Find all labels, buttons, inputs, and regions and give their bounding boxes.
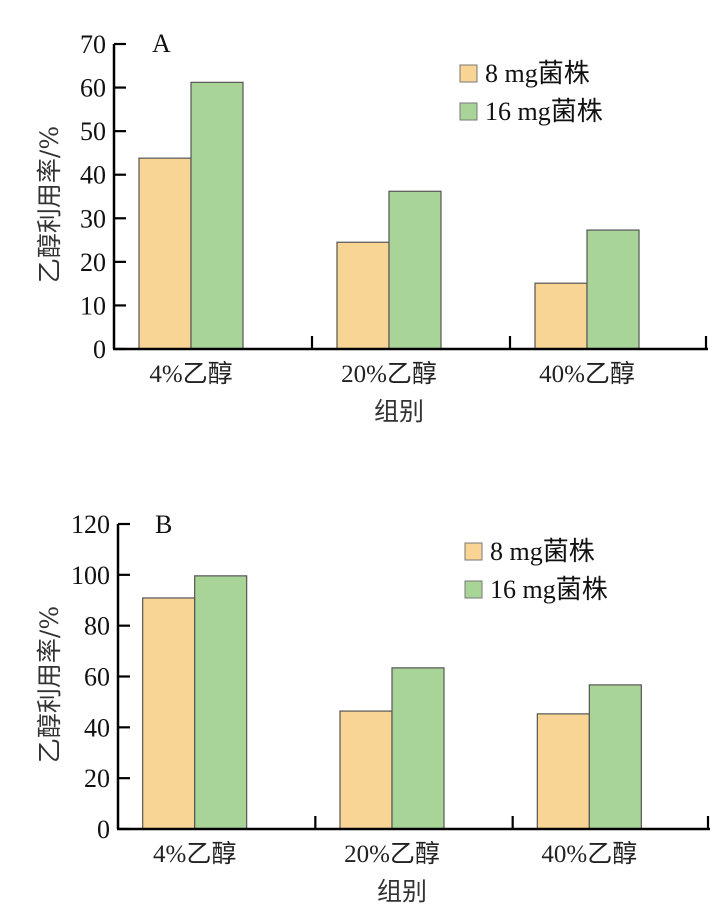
y-tick-label: 40 [80,161,106,190]
bar-8mg-1 [142,597,196,830]
bar-8mg-1 [138,157,192,350]
bar-16mg-1 [194,575,248,830]
y-tick-label: 50 [80,117,106,146]
x-axis-title: 组别 [374,397,424,426]
y-axis-title: 乙醇利用率/% [35,606,64,763]
y-tick-label: 70 [80,30,106,59]
legend-label-8mg: 8 mg菌株 [485,59,590,88]
legend-label-8mg: 8 mg菌株 [490,537,595,566]
legend-swatch-16mg [459,102,478,121]
bar-8mg-2 [336,241,390,350]
bar-8mg-3 [534,282,588,350]
panel-label: B [155,510,172,539]
legend-label-16mg: 16 mg菌株 [490,575,608,604]
legend-swatch-8mg [459,64,478,83]
x-category-label: 4%乙醇 [149,360,232,388]
x-category-label: 40%乙醇 [541,840,637,868]
panel-label: A [152,29,171,58]
y-tick-label: 0 [97,815,110,844]
bar-16mg-3 [588,684,642,830]
y-tick-label: 20 [80,248,106,277]
x-category-label: 20%乙醇 [344,840,440,868]
y-tick-label: 100 [71,561,110,590]
x-category-label: 40%乙醇 [539,360,635,388]
legend: 8 mg菌株 16 mg菌株 [459,59,603,126]
y-tick-label: 10 [80,291,106,320]
y-tick-label: 30 [80,204,106,233]
y-axis-title: 乙醇利用率/% [35,126,64,283]
bar-8mg-2 [339,710,393,830]
y-tick-label: 60 [84,663,110,692]
legend-swatch-8mg [464,542,483,561]
bar-16mg-3 [586,229,640,350]
bar-16mg-2 [388,190,442,350]
y-tick-label: 60 [80,74,106,103]
x-category-label: 20%乙醇 [341,360,437,388]
y-tick-label: 0 [93,335,106,364]
y-tick-label: 120 [71,510,110,539]
x-category-label: 4%乙醇 [153,840,236,868]
y-tick-label: 80 [84,612,110,641]
legend: 8 mg菌株 16 mg菌株 [464,537,608,604]
bar-8mg-3 [536,713,590,830]
legend-swatch-16mg [464,580,483,599]
legend-label-16mg: 16 mg菌株 [485,97,603,126]
x-axis-title: 组别 [377,877,427,906]
bar-16mg-1 [190,81,244,350]
y-tick-label: 40 [84,713,110,742]
bar-16mg-2 [391,667,445,830]
y-tick-label: 20 [84,764,110,793]
